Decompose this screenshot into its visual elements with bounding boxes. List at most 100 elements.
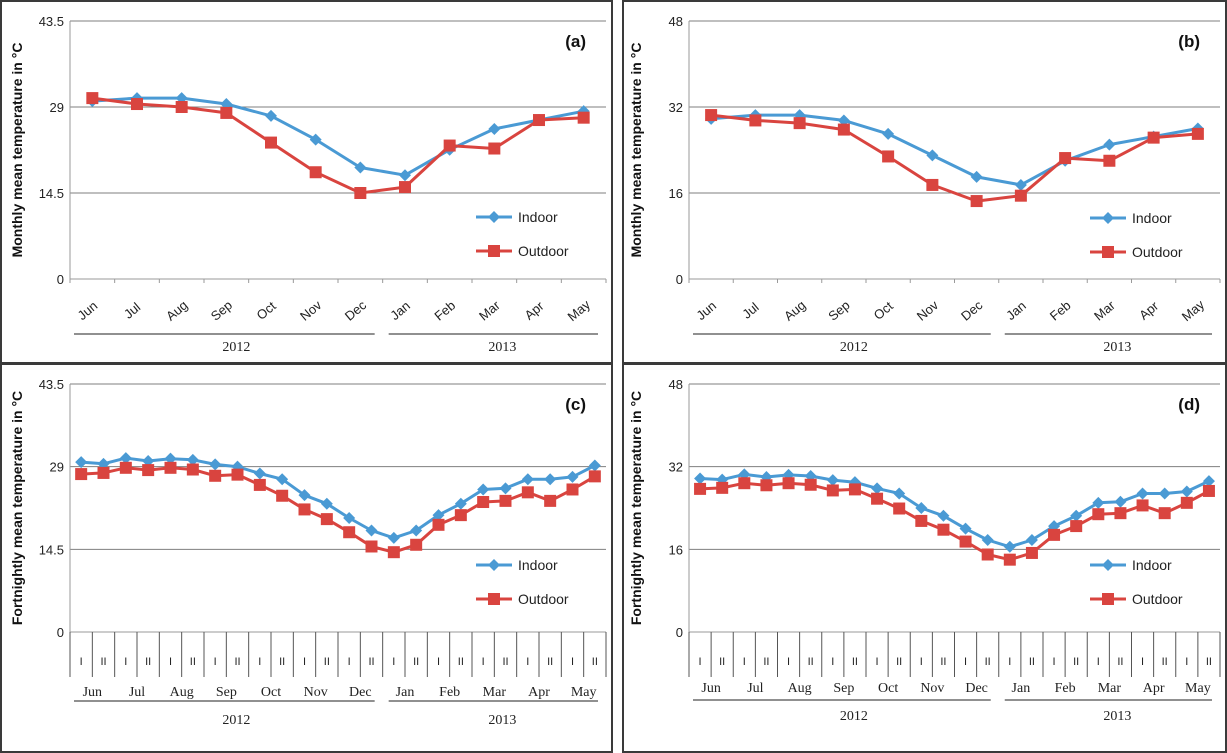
fortnight-mark: II bbox=[1029, 656, 1035, 668]
chart-d: 0 16 32 48 Fortnightly mean temperature in °… bbox=[628, 377, 1221, 724]
x-tick-label: Dec bbox=[349, 685, 372, 700]
data-point-outdoor bbox=[1059, 152, 1072, 165]
data-point-outdoor bbox=[837, 123, 850, 136]
data-point-indoor bbox=[1070, 509, 1083, 522]
legend-marker-outdoor bbox=[1102, 593, 1114, 605]
legend-marker-indoor bbox=[1102, 212, 1114, 224]
data-point-indoor bbox=[387, 531, 400, 544]
data-point-indoor bbox=[488, 122, 501, 135]
panel-d: 0 16 32 48 Fortnightly mean temperature in °… bbox=[622, 363, 1227, 753]
data-point-outdoor bbox=[119, 461, 132, 474]
x-tick-label: Apr bbox=[1143, 681, 1165, 696]
data-point-indoor bbox=[937, 509, 950, 522]
x-tick-label: Jun bbox=[693, 298, 719, 323]
data-point-outdoor bbox=[871, 492, 884, 505]
legend-label-outdoor: Outdoor bbox=[518, 243, 569, 259]
fortnight-mark: I bbox=[124, 656, 127, 668]
data-point-indoor bbox=[298, 489, 311, 502]
fortnight-mark: I bbox=[80, 656, 83, 668]
data-point-indoor bbox=[882, 127, 895, 140]
y-tick-label: 29 bbox=[50, 460, 64, 475]
data-point-outdoor bbox=[760, 479, 773, 492]
x-tick-label: Aug bbox=[170, 685, 194, 700]
x-tick-label: Sep bbox=[833, 681, 854, 696]
x-tick-label: Sep bbox=[208, 297, 235, 323]
fortnight-mark: I bbox=[964, 656, 967, 668]
data-point-indoor bbox=[399, 169, 411, 182]
fortnight-mark: II bbox=[234, 656, 240, 668]
data-point-indoor bbox=[521, 473, 534, 486]
data-point-outdoor bbox=[937, 523, 950, 536]
data-point-outdoor bbox=[1103, 154, 1116, 167]
y-tick-label: 32 bbox=[669, 100, 683, 115]
x-tick-label: Aug bbox=[781, 297, 808, 323]
data-point-indoor bbox=[75, 456, 88, 469]
fortnight-mark: I bbox=[348, 656, 351, 668]
panel-label: (d) bbox=[1178, 395, 1200, 414]
data-point-outdoor bbox=[443, 139, 456, 152]
year-label-2013: 2013 bbox=[1103, 709, 1131, 724]
fortnight-mark: II bbox=[719, 656, 725, 668]
year-label-2013: 2013 bbox=[488, 713, 516, 728]
fortnight-mark: II bbox=[502, 656, 508, 668]
chart-a: 0 14.5 29 43.5 Monthly mean temperature in °… bbox=[9, 14, 607, 355]
legend-marker-outdoor bbox=[488, 245, 500, 257]
data-point-indoor bbox=[343, 511, 356, 524]
x-tick-label: Oct bbox=[871, 298, 896, 323]
y-tick-label: 16 bbox=[669, 542, 683, 557]
data-point-indoor bbox=[826, 474, 839, 487]
panel-label: (a) bbox=[565, 32, 586, 51]
data-point-indoor bbox=[309, 133, 322, 146]
y-tick-label: 32 bbox=[669, 460, 683, 475]
data-point-outdoor bbox=[981, 548, 994, 561]
data-point-outdoor bbox=[1191, 127, 1204, 140]
data-point-outdoor bbox=[343, 526, 356, 539]
year-label-2012: 2012 bbox=[840, 340, 868, 355]
data-point-outdoor bbox=[738, 477, 751, 490]
fortnight-mark: II bbox=[1117, 656, 1123, 668]
panel-c: 0 14.5 29 43.5 Fortnightly mean temperature … bbox=[0, 363, 613, 753]
data-point-outdoor bbox=[309, 166, 322, 179]
chart-c: 0 14.5 29 43.5 Fortnightly mean temperature … bbox=[9, 377, 607, 728]
fortnight-mark: II bbox=[763, 656, 769, 668]
data-point-indoor bbox=[432, 509, 445, 522]
x-tick-label: Jul bbox=[747, 681, 763, 696]
fortnight-mark: II bbox=[145, 656, 151, 668]
data-point-outdoor bbox=[1014, 189, 1027, 202]
data-point-indoor bbox=[694, 472, 707, 485]
y-tick-label: 0 bbox=[57, 625, 64, 640]
data-point-indoor bbox=[186, 453, 199, 466]
fortnight-mark: I bbox=[1141, 656, 1144, 668]
fortnight-mark: I bbox=[392, 656, 395, 668]
fortnight-mark: I bbox=[1097, 656, 1100, 668]
y-tick-label: 16 bbox=[669, 186, 683, 201]
fortnight-mark: I bbox=[214, 656, 217, 668]
y-tick-label: 43.5 bbox=[39, 377, 64, 392]
x-tick-label: May bbox=[1185, 681, 1211, 696]
fortnight-mark: II bbox=[985, 656, 991, 668]
data-point-outdoor bbox=[566, 483, 579, 496]
x-tick-label: Nov bbox=[920, 681, 944, 696]
legend-label-outdoor: Outdoor bbox=[1132, 244, 1183, 260]
data-point-indoor bbox=[1103, 138, 1116, 151]
x-tick-label: Feb bbox=[1047, 298, 1074, 324]
fortnight-mark: II bbox=[1206, 656, 1212, 668]
x-tick-label: Jul bbox=[129, 685, 145, 700]
series-line-indoor bbox=[710, 113, 1199, 187]
data-point-outdoor bbox=[1025, 546, 1038, 559]
data-point-outdoor bbox=[959, 535, 972, 548]
fortnight-mark: I bbox=[831, 656, 834, 668]
y-axis-title: Monthly mean temperature in °C bbox=[9, 43, 25, 258]
fortnight-mark: II bbox=[368, 656, 374, 668]
data-point-indoor bbox=[1158, 487, 1171, 500]
data-point-indoor bbox=[871, 482, 884, 495]
data-point-outdoor bbox=[577, 111, 590, 124]
legend-marker-indoor bbox=[1102, 559, 1114, 571]
data-point-indoor bbox=[454, 497, 467, 510]
x-tick-label: Mar bbox=[476, 297, 503, 323]
y-tick-label: 14.5 bbox=[39, 542, 64, 557]
legend-label-indoor: Indoor bbox=[1132, 557, 1172, 573]
data-point-indoor bbox=[253, 467, 266, 480]
x-tick-label: Feb bbox=[431, 298, 458, 324]
x-tick-label: Oct bbox=[878, 681, 898, 696]
